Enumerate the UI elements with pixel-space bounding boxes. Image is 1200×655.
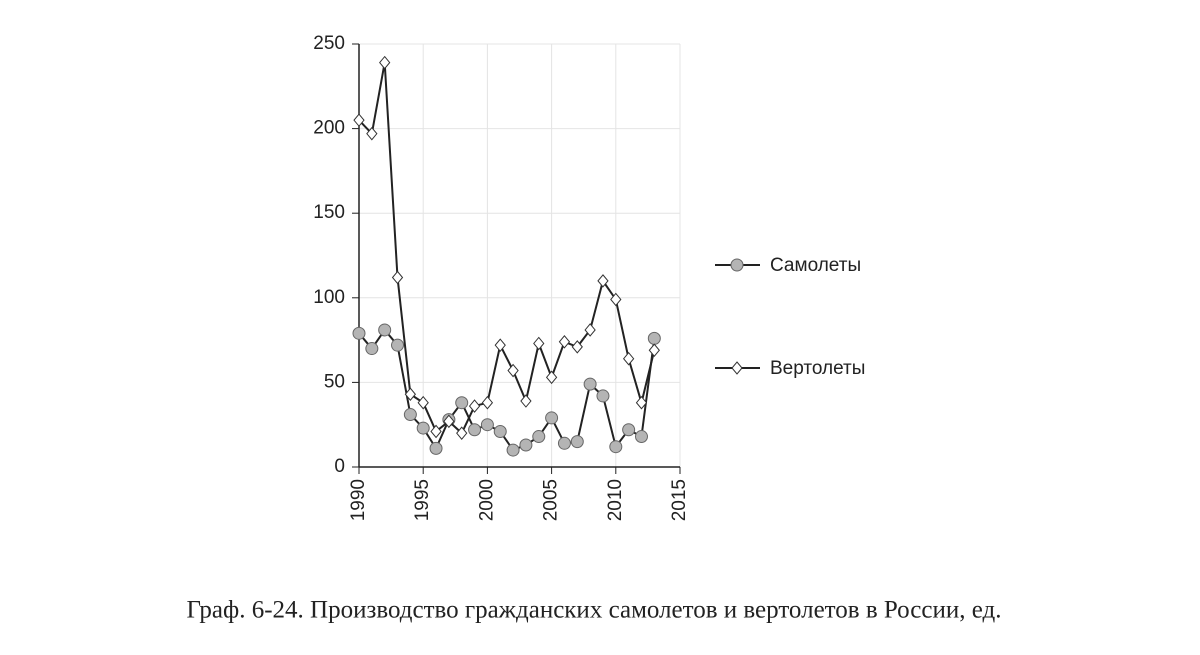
x-tick-label: 2005 (541, 479, 562, 521)
y-tick-label: 250 (313, 33, 345, 54)
data-point (647, 331, 661, 345)
data-point (597, 274, 609, 288)
data-point (648, 343, 660, 358)
data-point (455, 396, 469, 410)
data-point (545, 370, 558, 385)
data-point (391, 270, 404, 285)
y-tick-label: 200 (313, 118, 345, 139)
data-point (622, 351, 635, 366)
data-point (583, 377, 597, 391)
data-point (379, 55, 391, 70)
data-point (519, 438, 533, 452)
y-tick-label: 50 (324, 371, 345, 392)
data-point (635, 395, 648, 410)
data-point (533, 336, 545, 351)
data-point (417, 395, 429, 410)
data-point (557, 436, 571, 450)
data-point (622, 423, 636, 437)
data-point (353, 113, 365, 127)
data-point (494, 338, 506, 352)
data-point (610, 292, 622, 307)
data-point (520, 394, 532, 408)
data-point (609, 440, 623, 454)
y-tick-label: 0 (334, 456, 345, 477)
data-point (480, 418, 494, 432)
data-point (634, 430, 648, 444)
data-point (468, 423, 482, 437)
y-tick-label: 150 (313, 202, 345, 223)
legend-marker (731, 361, 743, 375)
data-point (481, 395, 494, 410)
data-point (365, 342, 379, 356)
data-point (506, 443, 520, 457)
data-point (430, 424, 442, 439)
data-point (416, 421, 430, 435)
y-tick-label: 100 (313, 287, 345, 308)
chart-title: Граф. 6-24. Производство гражданских сам… (187, 597, 1002, 624)
data-point (532, 430, 546, 444)
data-point (429, 441, 443, 455)
x-tick-label: 1995 (412, 479, 433, 521)
x-tick-label: 1990 (348, 479, 369, 521)
data-point (391, 338, 405, 352)
data-point (545, 411, 559, 425)
data-point (404, 387, 417, 402)
data-point (403, 408, 417, 422)
data-point (596, 389, 610, 403)
data-point (378, 323, 392, 337)
data-point (584, 323, 596, 337)
x-tick-label: 2010 (605, 479, 626, 521)
legend-marker (730, 258, 744, 272)
x-tick-label: 2015 (669, 479, 690, 521)
data-point (493, 424, 507, 438)
data-point (352, 326, 366, 340)
data-point (468, 399, 481, 413)
x-tick-label: 2000 (476, 479, 497, 521)
data-point (366, 126, 378, 141)
legend-label: Вертолеты (770, 358, 865, 379)
data-point (571, 340, 583, 354)
data-point (456, 426, 468, 440)
data-point (558, 335, 571, 349)
data-point (570, 435, 584, 449)
legend-label: Самолеты (770, 255, 861, 276)
series-line (358, 328, 656, 452)
data-point (507, 363, 519, 378)
data-point (443, 414, 455, 429)
